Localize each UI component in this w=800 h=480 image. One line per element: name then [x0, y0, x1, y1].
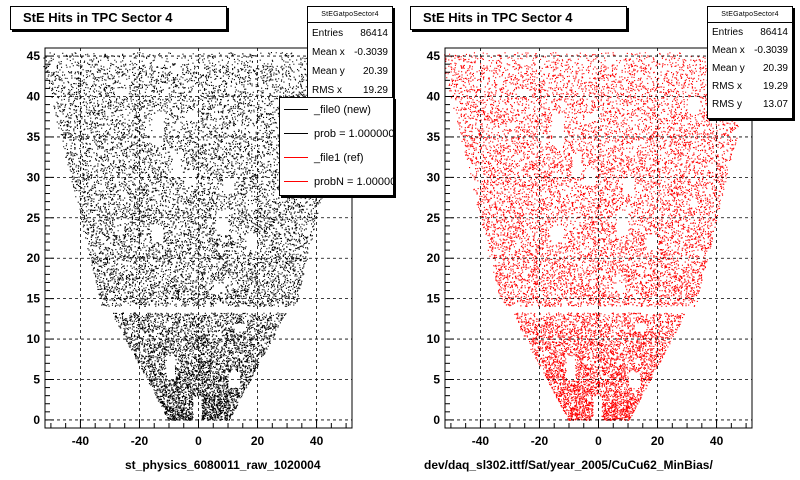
right-hit-marks: [444, 52, 756, 421]
right-stats-meanx-row: Mean x -0.3039: [712, 42, 788, 60]
left-y-tick-label-35: 35: [27, 130, 41, 144]
left-y-tick-label-45: 45: [27, 49, 41, 63]
right-stats-rmsx-value: 19.29: [762, 81, 788, 92]
left-stats-rmsx-value: 19.29: [362, 85, 388, 96]
left-stats-meanx-value: -0.3039: [354, 47, 388, 58]
right-x-axis-caption: dev/daq_sl302.ittf/Sat/year_2005/CuCu62_…: [424, 458, 713, 472]
right-stats-meany-label: Mean y: [712, 63, 745, 74]
legend-entry-prob: prob = 1.000000: [284, 122, 394, 146]
right-stats-rmsy-value: 13.07: [762, 99, 788, 110]
left-y-tick-label-30: 30: [27, 170, 41, 184]
left-x-tick-label-40: 40: [310, 434, 324, 448]
left-stats-meany-row: Mean y 20.39: [312, 63, 388, 81]
right-x-tick-label-20: 20: [651, 434, 665, 448]
right-axes: [445, 55, 747, 428]
left-title-box: StE Hits in TPC Sector 4: [10, 6, 227, 30]
right-stats-entries-value: 86414: [760, 27, 788, 38]
left-stats-meanx-label: Mean x: [312, 47, 345, 58]
right-stats-entries-label: Entries: [712, 27, 744, 38]
right-stats-box: StEGatpoSector4 Entries 86414 Mean x -0.…: [707, 6, 793, 119]
right-stats-meanx-value: -0.3039: [754, 45, 788, 56]
left-y-tick-label-0: 0: [33, 413, 40, 427]
left-stats-rmsx-label: RMS x: [312, 85, 342, 96]
right-x-tick-label--40: -40: [472, 434, 490, 448]
legend-entry-file0: _file0 (new): [284, 98, 393, 122]
left-x-tick-label-0: 0: [195, 434, 202, 448]
left-y-tick-label-25: 25: [27, 211, 41, 225]
right-y-tick-label-0: 0: [433, 413, 440, 427]
right-y-tick-label-40: 40: [427, 90, 441, 104]
left-y-tick-label-5: 5: [33, 372, 40, 386]
left-x-tick-label--40: -40: [72, 434, 90, 448]
left-stats-meany-label: Mean y: [312, 66, 345, 77]
legend-swatch-file0: [284, 109, 308, 110]
right-x-tick-label-0: 0: [595, 434, 602, 448]
right-stats-name: StEGatpoSector4: [708, 7, 792, 23]
legend-label-probn: probN = 1.000000: [314, 176, 394, 188]
right-scatter-plot: -40 -20 0 20 40 0 5 10 15 20 25 30 35 40 45: [427, 47, 756, 448]
right-title-box: StE Hits in TPC Sector 4: [410, 6, 627, 30]
left-stats-entries-row: Entries 86414: [312, 25, 388, 43]
right-y-tick-label-45: 45: [427, 49, 441, 63]
right-stats-meanx-label: Mean x: [712, 45, 745, 56]
left-stats-rmsx-row: RMS x 19.29: [312, 82, 388, 100]
right-x-tick-label--20: -20: [531, 434, 549, 448]
left-tick-labels: -40 -20 0 20 40 0 5 10 15 20 25 30 35 40 45: [27, 49, 324, 448]
legend-label-file1: _file1 (ref): [314, 152, 364, 164]
right-pad: -40 -20 0 20 40 0 5 10 15 20 25 30 35 40 45 StE Hits i…: [400, 0, 800, 480]
right-chart-title: StE Hits in TPC Sector 4: [423, 10, 573, 25]
right-stats-meany-row: Mean y 20.39: [712, 60, 788, 78]
legend-entry-probn: probN = 1.000000: [284, 170, 394, 194]
legend-swatch-file1: [284, 157, 308, 158]
right-stats-entries-row: Entries 86414: [712, 24, 788, 42]
legend-label-prob: prob = 1.000000: [314, 128, 394, 140]
left-axes: [45, 55, 347, 428]
right-x-tick-label-40: 40: [710, 434, 724, 448]
left-y-tick-label-20: 20: [27, 251, 41, 265]
right-y-tick-label-25: 25: [427, 211, 441, 225]
legend-label-file0: _file0 (new): [314, 104, 371, 116]
right-stats-rmsx-label: RMS x: [712, 81, 742, 92]
left-y-tick-label-15: 15: [27, 292, 41, 306]
left-x-axis-caption: st_physics_6080011_raw_1020004: [125, 458, 321, 472]
right-y-tick-label-5: 5: [433, 372, 440, 386]
left-stats-entries-label: Entries: [312, 28, 344, 39]
right-y-tick-label-10: 10: [427, 332, 441, 346]
right-plot-area: [445, 48, 752, 428]
right-stats-rmsx-row: RMS x 19.29: [712, 78, 788, 96]
left-x-tick-label--20: -20: [131, 434, 149, 448]
right-y-tick-label-30: 30: [427, 170, 441, 184]
right-stats-rmsy-row: RMS y 13.07: [712, 96, 788, 114]
left-pad: -40 -20 0 20 40 0 5 10 15 20 25 30 35 40 45 StE Hits i…: [10, 6, 394, 472]
right-y-tick-label-35: 35: [427, 130, 441, 144]
left-stats-meany-value: 20.39: [362, 66, 388, 77]
left-hit-marks: [43, 52, 357, 421]
left-x-tick-label-20: 20: [251, 434, 265, 448]
legend-entry-file1: _file1 (ref): [284, 146, 393, 170]
left-hit-points: [43, 52, 357, 421]
right-y-tick-label-20: 20: [427, 251, 441, 265]
right-stats-meany-value: 20.39: [762, 63, 788, 74]
right-y-tick-label-15: 15: [427, 292, 441, 306]
right-stats-rmsy-label: RMS y: [712, 99, 742, 110]
legend-swatch-probn: [284, 181, 308, 182]
left-stats-entries-value: 86414: [360, 28, 388, 39]
legend-swatch-prob: [284, 133, 308, 134]
left-stats-meanx-row: Mean x -0.3039: [312, 44, 388, 62]
legend-box: _file0 (new) prob = 1.000000 _file1 (ref…: [279, 97, 394, 196]
right-hit-points: [444, 52, 756, 421]
right-tick-labels: -40 -20 0 20 40 0 5 10 15 20 25 30 35 40 45: [427, 49, 724, 448]
left-stats-name: StEGatpoSector4: [308, 7, 392, 23]
left-y-tick-label-10: 10: [27, 332, 41, 346]
left-y-tick-label-40: 40: [27, 90, 41, 104]
left-chart-title: StE Hits in TPC Sector 4: [23, 10, 173, 25]
